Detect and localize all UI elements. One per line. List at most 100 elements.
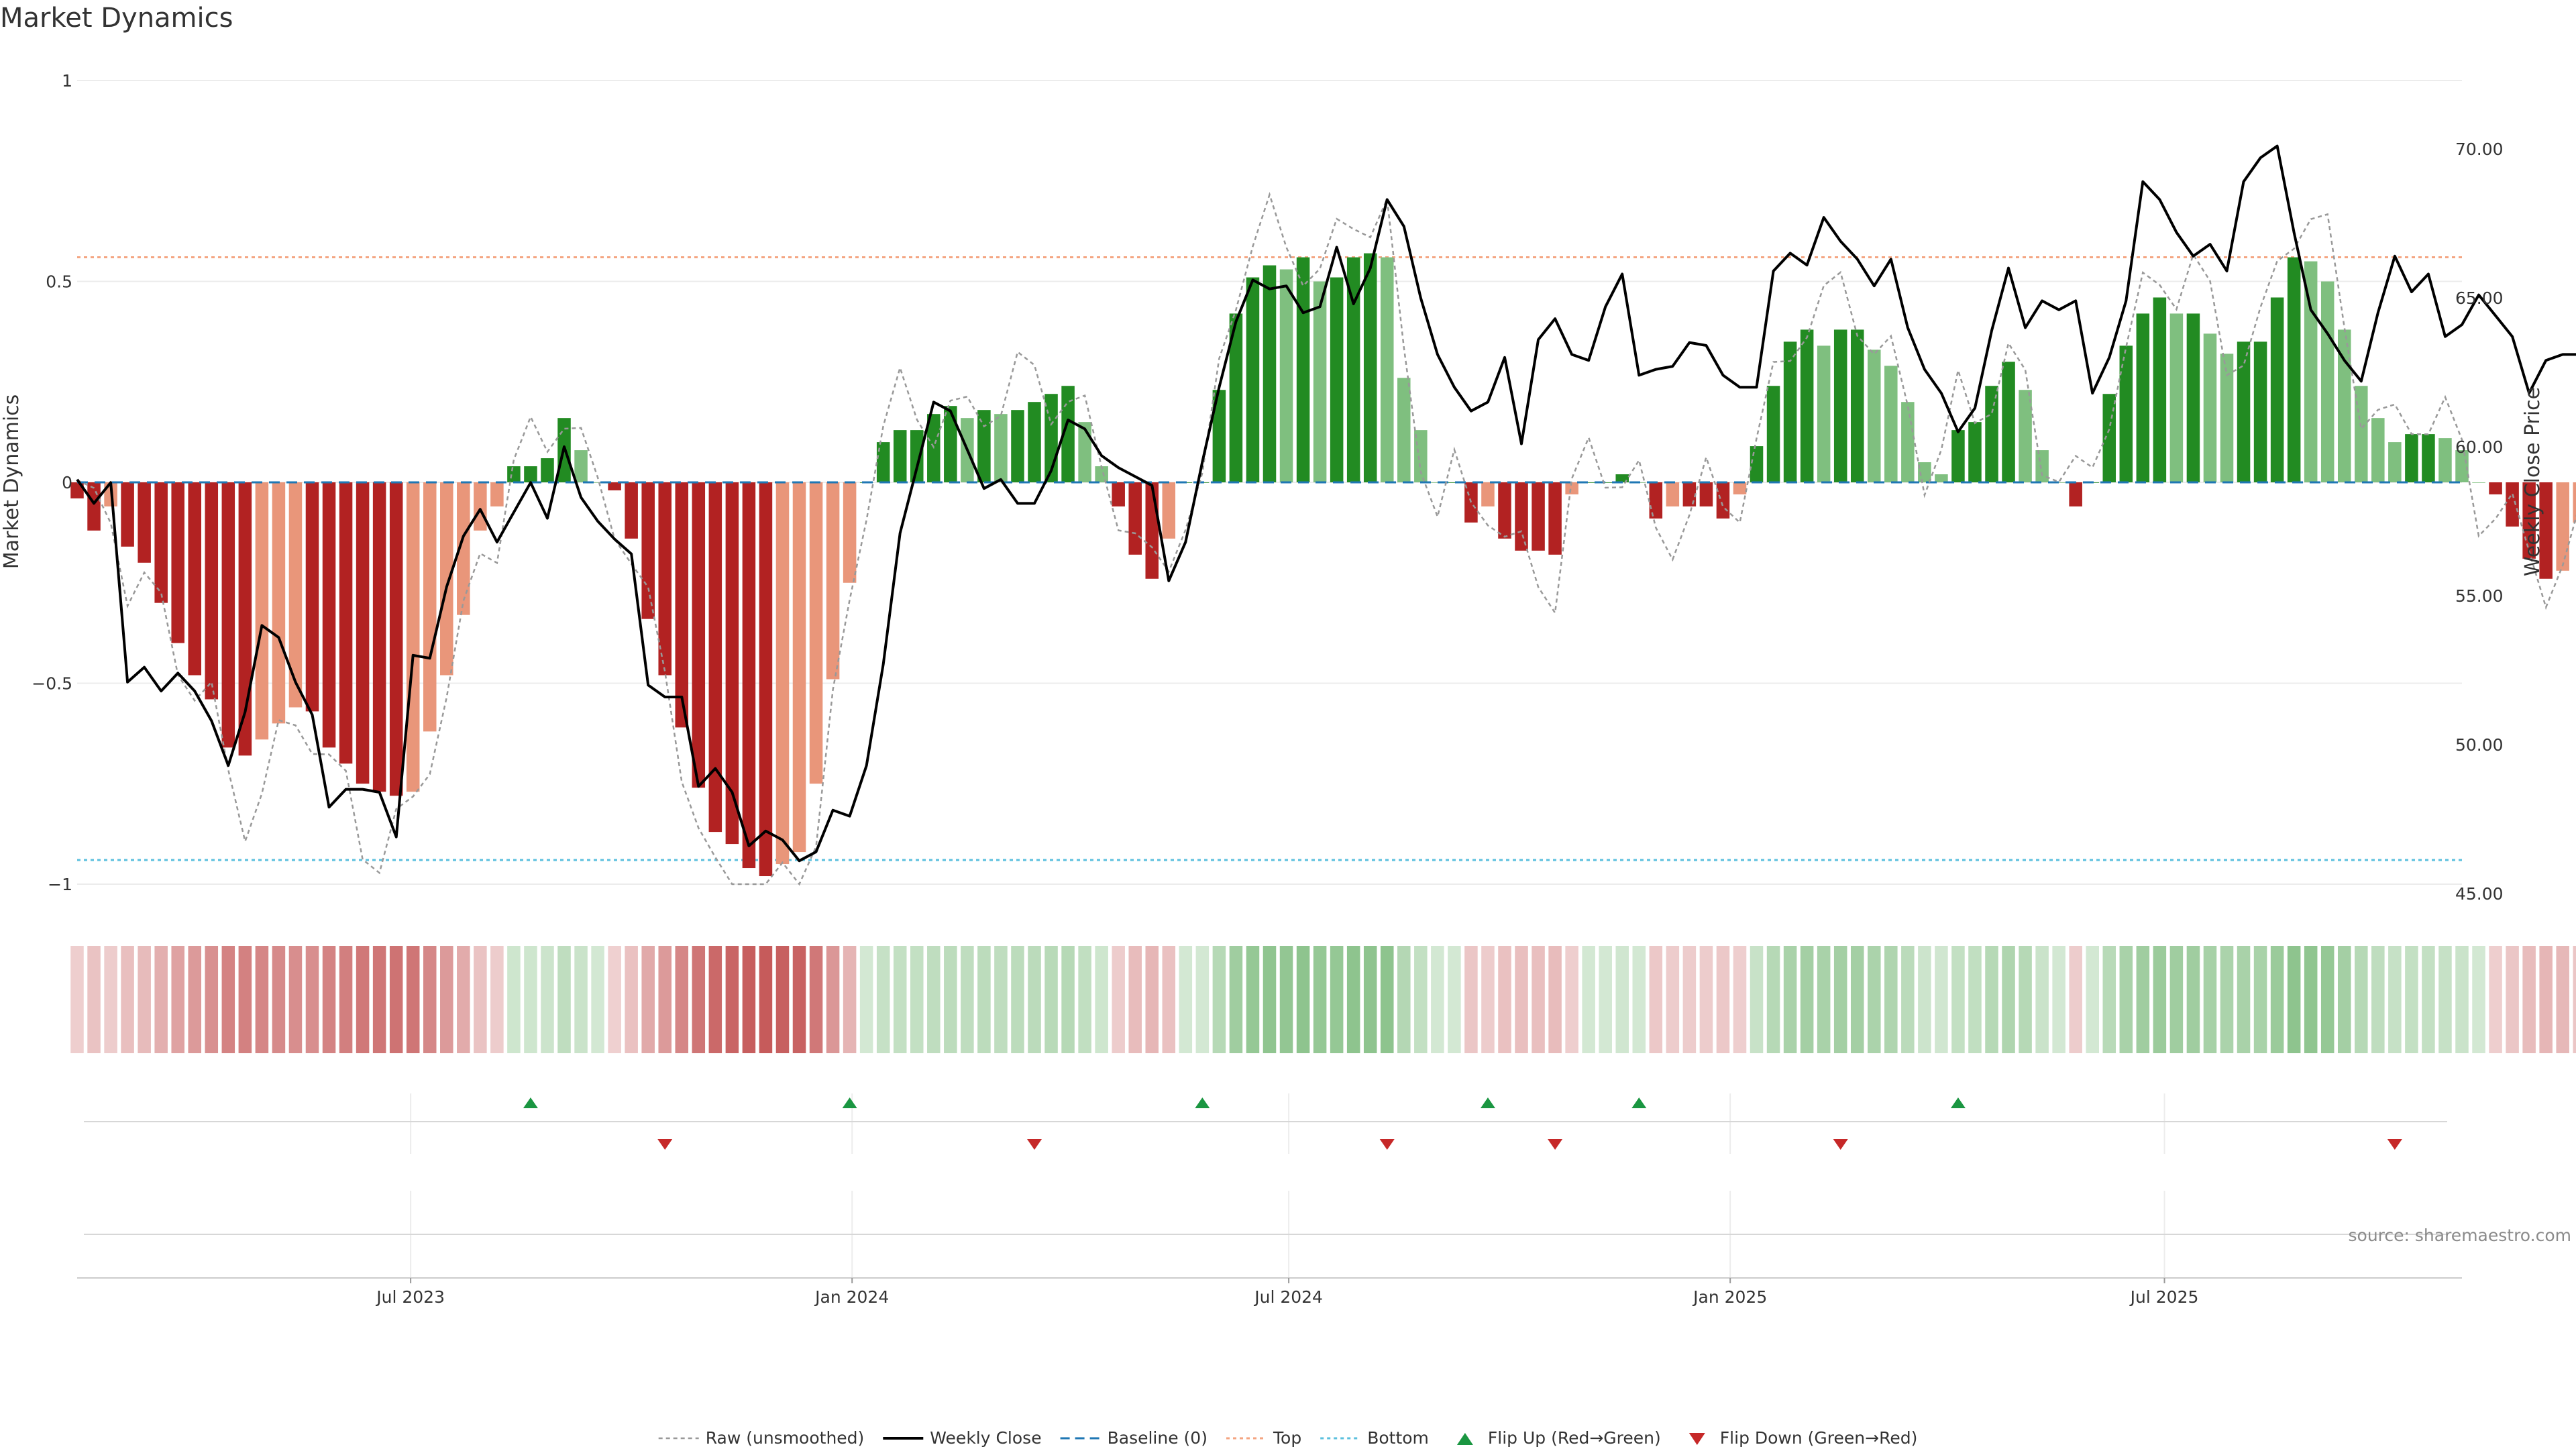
heat-cell (1229, 946, 1243, 1053)
dynamics-bar (2371, 418, 2385, 482)
heat-cell (625, 946, 638, 1053)
heat-cell (440, 946, 453, 1053)
dynamics-bar (1448, 482, 1461, 483)
legend-label: Weekly Close (930, 1428, 1041, 1448)
heat-cell (2270, 946, 2284, 1053)
dynamics-bar (2405, 434, 2418, 482)
heat-cell (876, 946, 890, 1053)
heat-cell (1800, 946, 1814, 1053)
dynamics-bar (2472, 482, 2485, 483)
heat-cell (1078, 946, 1091, 1053)
y2-tick-label: 65.00 (2455, 288, 2504, 308)
heat-cell (1750, 946, 1764, 1053)
y-tick-label: −0.5 (32, 674, 72, 694)
heat-cell (2388, 946, 2402, 1053)
flip-up-marker (1631, 1097, 1647, 1108)
heat-cell (2035, 946, 2049, 1053)
heat-cell (574, 946, 588, 1053)
heat-cell (1532, 946, 1545, 1053)
dynamics-bar (440, 482, 453, 676)
heat-cell (2220, 946, 2234, 1053)
dynamics-bar (138, 482, 151, 563)
heat-cell (843, 946, 857, 1053)
dynamics-bar (994, 414, 1008, 482)
flip-up-marker (523, 1097, 538, 1108)
dynamics-bar (1918, 462, 1931, 482)
dynamics-bar (742, 482, 756, 869)
heat-cell (2119, 946, 2133, 1053)
dynamics-bar (2220, 354, 2234, 482)
heat-cell (1061, 946, 1075, 1053)
dynamics-bar (1565, 482, 1578, 494)
dynamics-bar (1868, 350, 1881, 482)
heat-cell (1380, 946, 1394, 1053)
dynamics-bar (1145, 482, 1159, 579)
dynamics-bar (2270, 297, 2284, 482)
dynamics-bar (1061, 386, 1075, 482)
dynamics-bar (1766, 386, 1780, 482)
dynamics-bar (188, 482, 202, 676)
heat-cell (2136, 946, 2150, 1053)
heat-cell (2489, 946, 2502, 1053)
heat-cell (927, 946, 941, 1053)
heat-cell (1935, 946, 1948, 1053)
heat-cell (1279, 946, 1293, 1053)
dynamics-bar (2455, 450, 2469, 482)
flip-down-marker (1548, 1139, 1563, 1150)
heat-cell (1632, 946, 1646, 1053)
heat-cell (524, 946, 537, 1053)
dynamics-bar (2539, 482, 2553, 579)
dynamics-bar (2186, 313, 2200, 482)
flip-up-marker (1950, 1097, 1966, 1108)
heat-cell (1330, 946, 1344, 1053)
heat-cell (944, 946, 957, 1053)
dynamics-bar (255, 482, 269, 740)
dynamics-bar (1330, 277, 1344, 482)
dynamics-bar (641, 482, 655, 619)
dynamics-bar (692, 482, 706, 788)
dynamics-bar (1800, 329, 1814, 482)
heat-cell (1414, 946, 1428, 1053)
heat-cell (389, 946, 403, 1053)
y-tick-label: 0.5 (46, 272, 72, 292)
heat-cell (961, 946, 974, 1053)
dynamics-bar (356, 482, 370, 784)
dynamics-bar (1128, 482, 1142, 555)
heat-cell (2472, 946, 2485, 1053)
heat-cell (1464, 946, 1478, 1053)
dynamics-bar (792, 482, 806, 853)
flip-down-marker (1379, 1139, 1395, 1150)
legend-item: Flip Down (Green→Red) (1688, 1428, 1917, 1448)
heat-cell (1833, 946, 1847, 1053)
dynamics-bar (322, 482, 336, 748)
dynamics-bar (1095, 466, 1108, 482)
heat-cell (423, 946, 437, 1053)
dynamics-bar (1346, 257, 1360, 482)
dynamics-bar (1532, 482, 1545, 551)
dynamics-bar (2388, 442, 2402, 482)
source-note: source: sharemaestro.com (2349, 1226, 2572, 1245)
y2-tick-label: 50.00 (2455, 735, 2504, 755)
dynamics-bar (1313, 281, 1327, 482)
x-tick-label: Jan 2024 (814, 1287, 889, 1307)
dynamics-bar (1783, 341, 1797, 482)
heat-cell (339, 946, 353, 1053)
heat-cell (2002, 946, 2015, 1053)
heat-cell (138, 946, 151, 1053)
heat-cell (121, 946, 134, 1053)
reference-lines (77, 256, 2462, 861)
heat-cell (1212, 946, 1226, 1053)
heat-cell (977, 946, 991, 1053)
heat-cell (1195, 946, 1210, 1053)
legend-item: Top (1226, 1428, 1301, 1448)
heat-cell (675, 946, 689, 1053)
heat-cell (2405, 946, 2418, 1053)
dynamics-bar (876, 442, 890, 482)
dynamics-bar (1968, 422, 1982, 482)
dynamics-bar (1498, 482, 1511, 539)
y-tick-label: −1 (48, 875, 72, 894)
heat-cell (322, 946, 336, 1053)
heat-cell (205, 946, 219, 1053)
dynamics-bar (2438, 438, 2452, 482)
dynamics-bar (2253, 341, 2267, 482)
